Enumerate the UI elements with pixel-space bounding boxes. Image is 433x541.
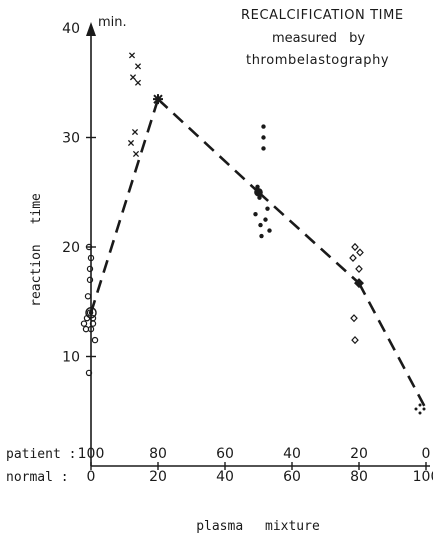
data-point-circle xyxy=(91,336,99,344)
x-tick-label-normal: 20 xyxy=(149,469,167,485)
data-point-diamond xyxy=(351,335,359,345)
data-point-cross xyxy=(418,411,422,415)
y-tick-label: 20 xyxy=(62,240,80,256)
chart-title: RECALCIFICATION TIME xyxy=(241,8,404,23)
mean-marker xyxy=(153,94,163,105)
mean-marker xyxy=(85,307,97,319)
data-point-diamond xyxy=(351,242,359,252)
y-tick-label: 10 xyxy=(62,350,80,366)
y-axis-arrow-icon xyxy=(86,22,96,36)
data-point-cross xyxy=(422,407,426,411)
data-point-diamond xyxy=(350,314,358,323)
data-point-dot xyxy=(267,228,272,233)
data-point-dot xyxy=(258,222,263,228)
data-point-x xyxy=(132,150,140,157)
y-tick-label: 30 xyxy=(62,131,80,147)
mean-marker xyxy=(254,187,263,197)
mean-trend-segment xyxy=(157,98,260,194)
mean-marker xyxy=(88,310,94,315)
x-tick-label-normal: 40 xyxy=(216,469,234,485)
x-row-label-patient: patient : xyxy=(6,447,76,462)
data-point-diamond xyxy=(355,264,363,273)
x-tick-label-patient: 60 xyxy=(216,446,234,462)
chart-subtitle-2: thrombelastography xyxy=(246,53,389,68)
data-point-x xyxy=(131,128,139,136)
data-point-dot xyxy=(265,206,270,211)
data-point-x xyxy=(127,139,135,147)
data-point-circle xyxy=(85,243,93,251)
mean-trend-segment xyxy=(89,98,160,314)
data-point-circle xyxy=(85,369,93,377)
x-tick-label-patient: 80 xyxy=(149,446,167,462)
x-tick-label-patient: 40 xyxy=(283,446,301,462)
mean-trend-segment xyxy=(257,191,360,285)
x-tick-label-patient: 100 xyxy=(78,446,105,462)
mean-marker xyxy=(354,278,364,289)
ticks: 10 20 30 40 100 0 80 20 60 40 40 60 20 80 0 100 xyxy=(62,21,433,485)
data-point-diamond xyxy=(349,253,357,263)
x-tick-label-normal: 60 xyxy=(283,469,301,485)
x-tick-label-patient: 0 xyxy=(422,446,431,462)
trend-lines xyxy=(89,98,428,410)
mean-trend-segment xyxy=(357,282,428,410)
x-row-label-normal: normal : xyxy=(6,470,69,485)
data-point-circle xyxy=(80,320,88,327)
y-tick-label: 40 xyxy=(62,21,80,37)
chart-subtitle-1: measured by xyxy=(272,31,365,46)
x-tick-label-normal: 100 xyxy=(413,469,433,485)
data-point-circle xyxy=(87,254,95,262)
y-axis-unit: min. xyxy=(98,15,127,30)
data-point-cross xyxy=(414,407,418,411)
y-axis-label: reaction time xyxy=(29,193,44,307)
x-tick-label-normal: 80 xyxy=(350,469,368,485)
data-point-x xyxy=(134,63,142,70)
x-tick-label-patient: 20 xyxy=(350,446,368,462)
data-point-dot xyxy=(261,146,266,151)
data-point-circle xyxy=(86,265,94,273)
data-point-dot xyxy=(259,233,264,239)
data-point-x xyxy=(129,74,137,81)
data-point-dot xyxy=(261,135,266,140)
data-point-x xyxy=(134,79,142,86)
x-axis-label: plasma mixture xyxy=(196,519,320,534)
data-point-circle xyxy=(87,325,95,333)
data-points xyxy=(80,52,426,415)
data-point-diamond xyxy=(356,248,364,257)
data-point-dot xyxy=(257,195,262,200)
data-point-dot xyxy=(261,124,266,129)
data-point-circle xyxy=(86,276,94,284)
data-point-dot xyxy=(263,217,268,222)
axes xyxy=(86,22,430,467)
data-point-dot xyxy=(253,211,258,217)
data-point-circle xyxy=(84,293,92,300)
x-tick-label-normal: 0 xyxy=(87,469,96,485)
data-point-cross xyxy=(418,403,422,407)
data-point-x xyxy=(128,52,136,59)
data-point-dot xyxy=(255,184,260,189)
